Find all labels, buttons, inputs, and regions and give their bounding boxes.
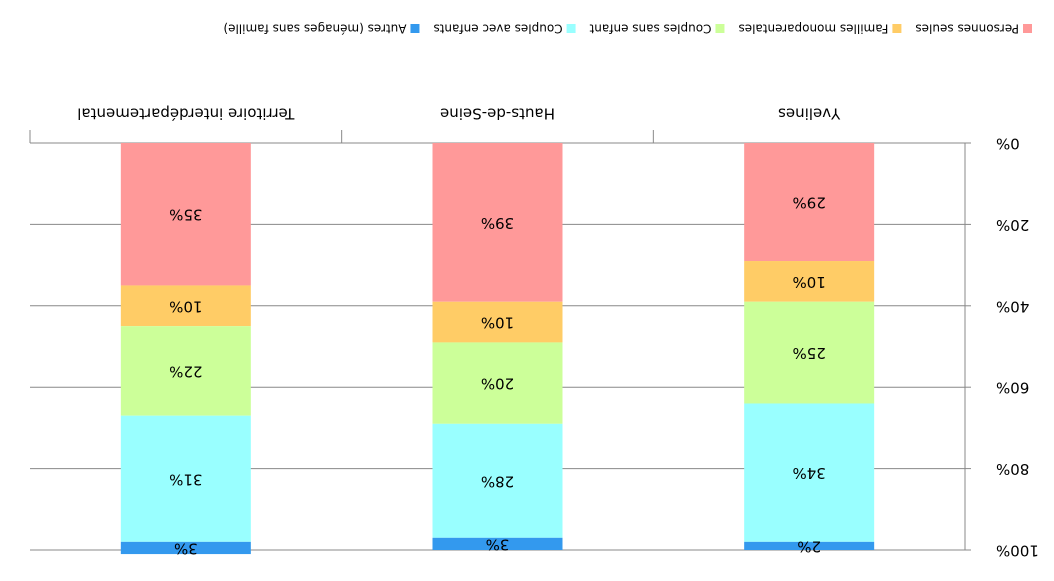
y-tick-label: 100% (996, 542, 1039, 560)
bar-segment (120, 415, 251, 542)
value-label: 31% (169, 470, 202, 488)
legend-swatch (566, 24, 576, 33)
legend-label: Familles monoparentales (738, 22, 888, 36)
bar-segment (744, 301, 875, 404)
value-label: 35% (169, 206, 202, 224)
value-label: 10% (481, 314, 514, 332)
bar-segment (432, 301, 563, 343)
value-label: 2% (797, 537, 821, 555)
legend-swatch (892, 24, 902, 33)
y-tick-label: 60% (996, 379, 1029, 397)
bar-segment (120, 541, 251, 555)
bar-segment (744, 261, 875, 302)
value-label: 3% (174, 539, 198, 557)
value-label: 10% (169, 297, 202, 315)
bar-segment (744, 403, 875, 542)
x-tick-label: Hauts-de-Seine (440, 105, 555, 123)
bar-segment (432, 342, 563, 424)
bar-segment (744, 541, 875, 550)
value-label: 39% (481, 214, 514, 232)
legend-label: Personnes seules (915, 22, 1019, 36)
legend-swatch (410, 24, 420, 33)
value-label: 10% (792, 273, 825, 291)
bar-segment (120, 326, 251, 416)
value-label: 29% (792, 194, 825, 212)
legend-swatch (1023, 24, 1032, 33)
legend-label: Couples avec enfants (433, 22, 562, 36)
value-label: 3% (486, 535, 510, 553)
bar-segment (432, 143, 563, 302)
y-tick-label: 80% (996, 460, 1029, 478)
value-label: 25% (792, 344, 825, 362)
bar-segment (432, 537, 563, 550)
value-label: 34% (792, 464, 825, 482)
bar-segment (744, 143, 875, 262)
legend-swatch (715, 24, 725, 33)
bar-segment (432, 423, 563, 538)
y-tick-label: 0% (996, 135, 1020, 153)
value-label: 28% (481, 472, 514, 490)
bar-segment (120, 143, 251, 286)
x-tick-label: Yvelines (778, 105, 841, 123)
y-tick-label: 20% (996, 216, 1029, 234)
value-label: 22% (169, 362, 202, 380)
value-label: 20% (481, 375, 514, 393)
legend-label: Couples sans enfant (589, 22, 711, 36)
bar-segment (120, 285, 251, 327)
x-tick-label: Territoire interdépartemental (77, 105, 295, 123)
y-tick-label: 40% (996, 297, 1029, 315)
legend-label: Autres (ménages sans famille) (223, 22, 406, 36)
